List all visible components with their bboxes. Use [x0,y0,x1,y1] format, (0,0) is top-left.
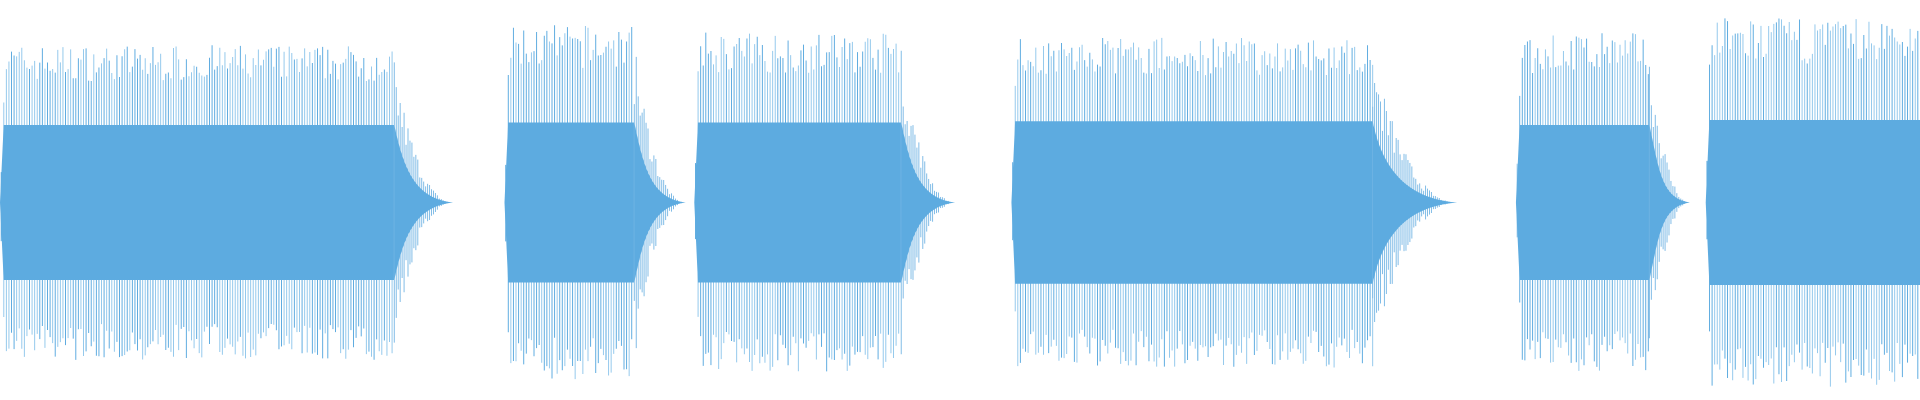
waveform-core [1705,120,1920,285]
waveform-tail-core [1649,125,1690,280]
waveform-tail-core [1372,121,1458,284]
waveform-tail-core [394,125,454,280]
waveform-core [1011,121,1373,284]
waveform [0,18,1920,387]
waveform-tail-core [634,122,686,283]
waveform-core [0,125,395,280]
waveform-core [1515,125,1650,280]
waveform-core [504,122,635,283]
waveform-core [694,122,902,283]
waveform-tail-core [901,122,956,283]
